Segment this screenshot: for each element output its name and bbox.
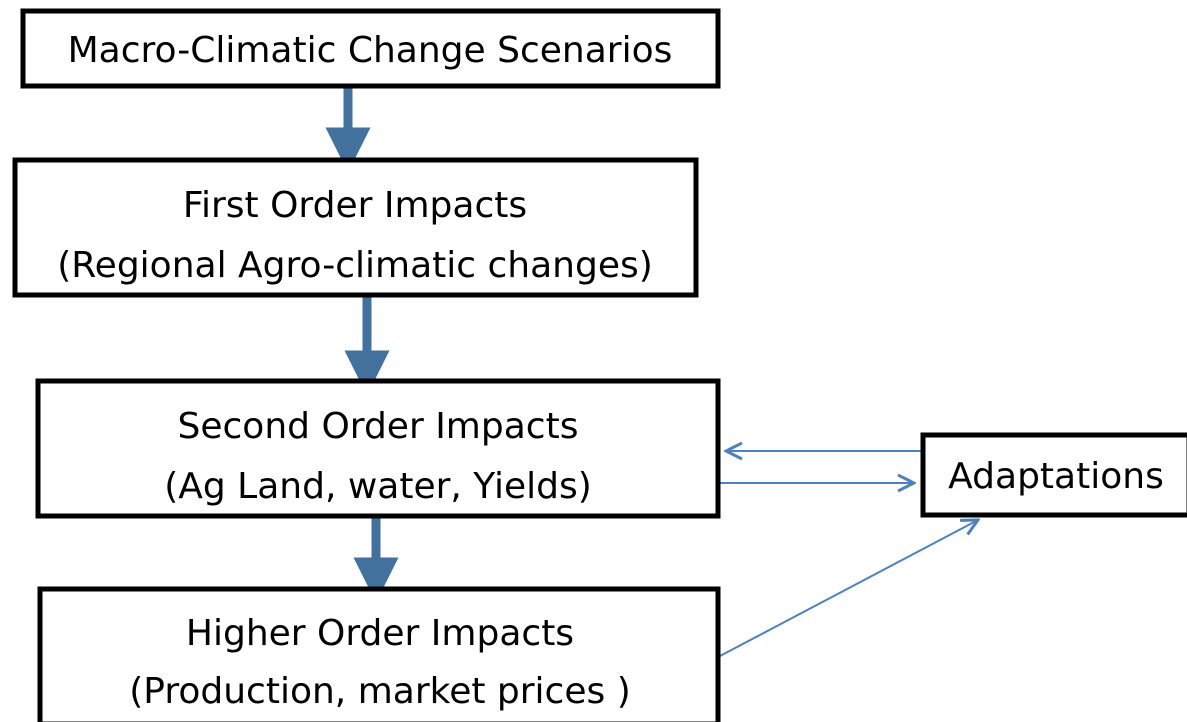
node: Higher Order Impacts (Production, market… [37, 586, 721, 722]
node-label: Second Order Impacts [178, 406, 579, 447]
node: Macro-Climatic Change Scenarios [20, 8, 721, 89]
node-box [920, 432, 1187, 518]
node-box [12, 157, 699, 298]
node-label: (Regional Agro-climatic changes) [57, 245, 653, 286]
node-box [20, 8, 721, 89]
arrow [719, 520, 978, 657]
node-label: First Order Impacts [183, 185, 527, 226]
node-label: Adaptations [948, 456, 1164, 497]
node-label: (Ag Land, water, Yields) [164, 466, 592, 507]
node: Adaptations [920, 432, 1187, 518]
node-label: Macro-Climatic Change Scenarios [68, 30, 673, 71]
node-box [35, 378, 721, 519]
node: Second Order Impacts (Ag Land, water, Yi… [35, 378, 721, 519]
node-label: Higher Order Impacts [186, 613, 574, 654]
node-box [37, 586, 721, 722]
node-label: (Production, market prices ) [129, 671, 631, 712]
node: First Order Impacts (Regional Agro-clima… [12, 157, 699, 298]
